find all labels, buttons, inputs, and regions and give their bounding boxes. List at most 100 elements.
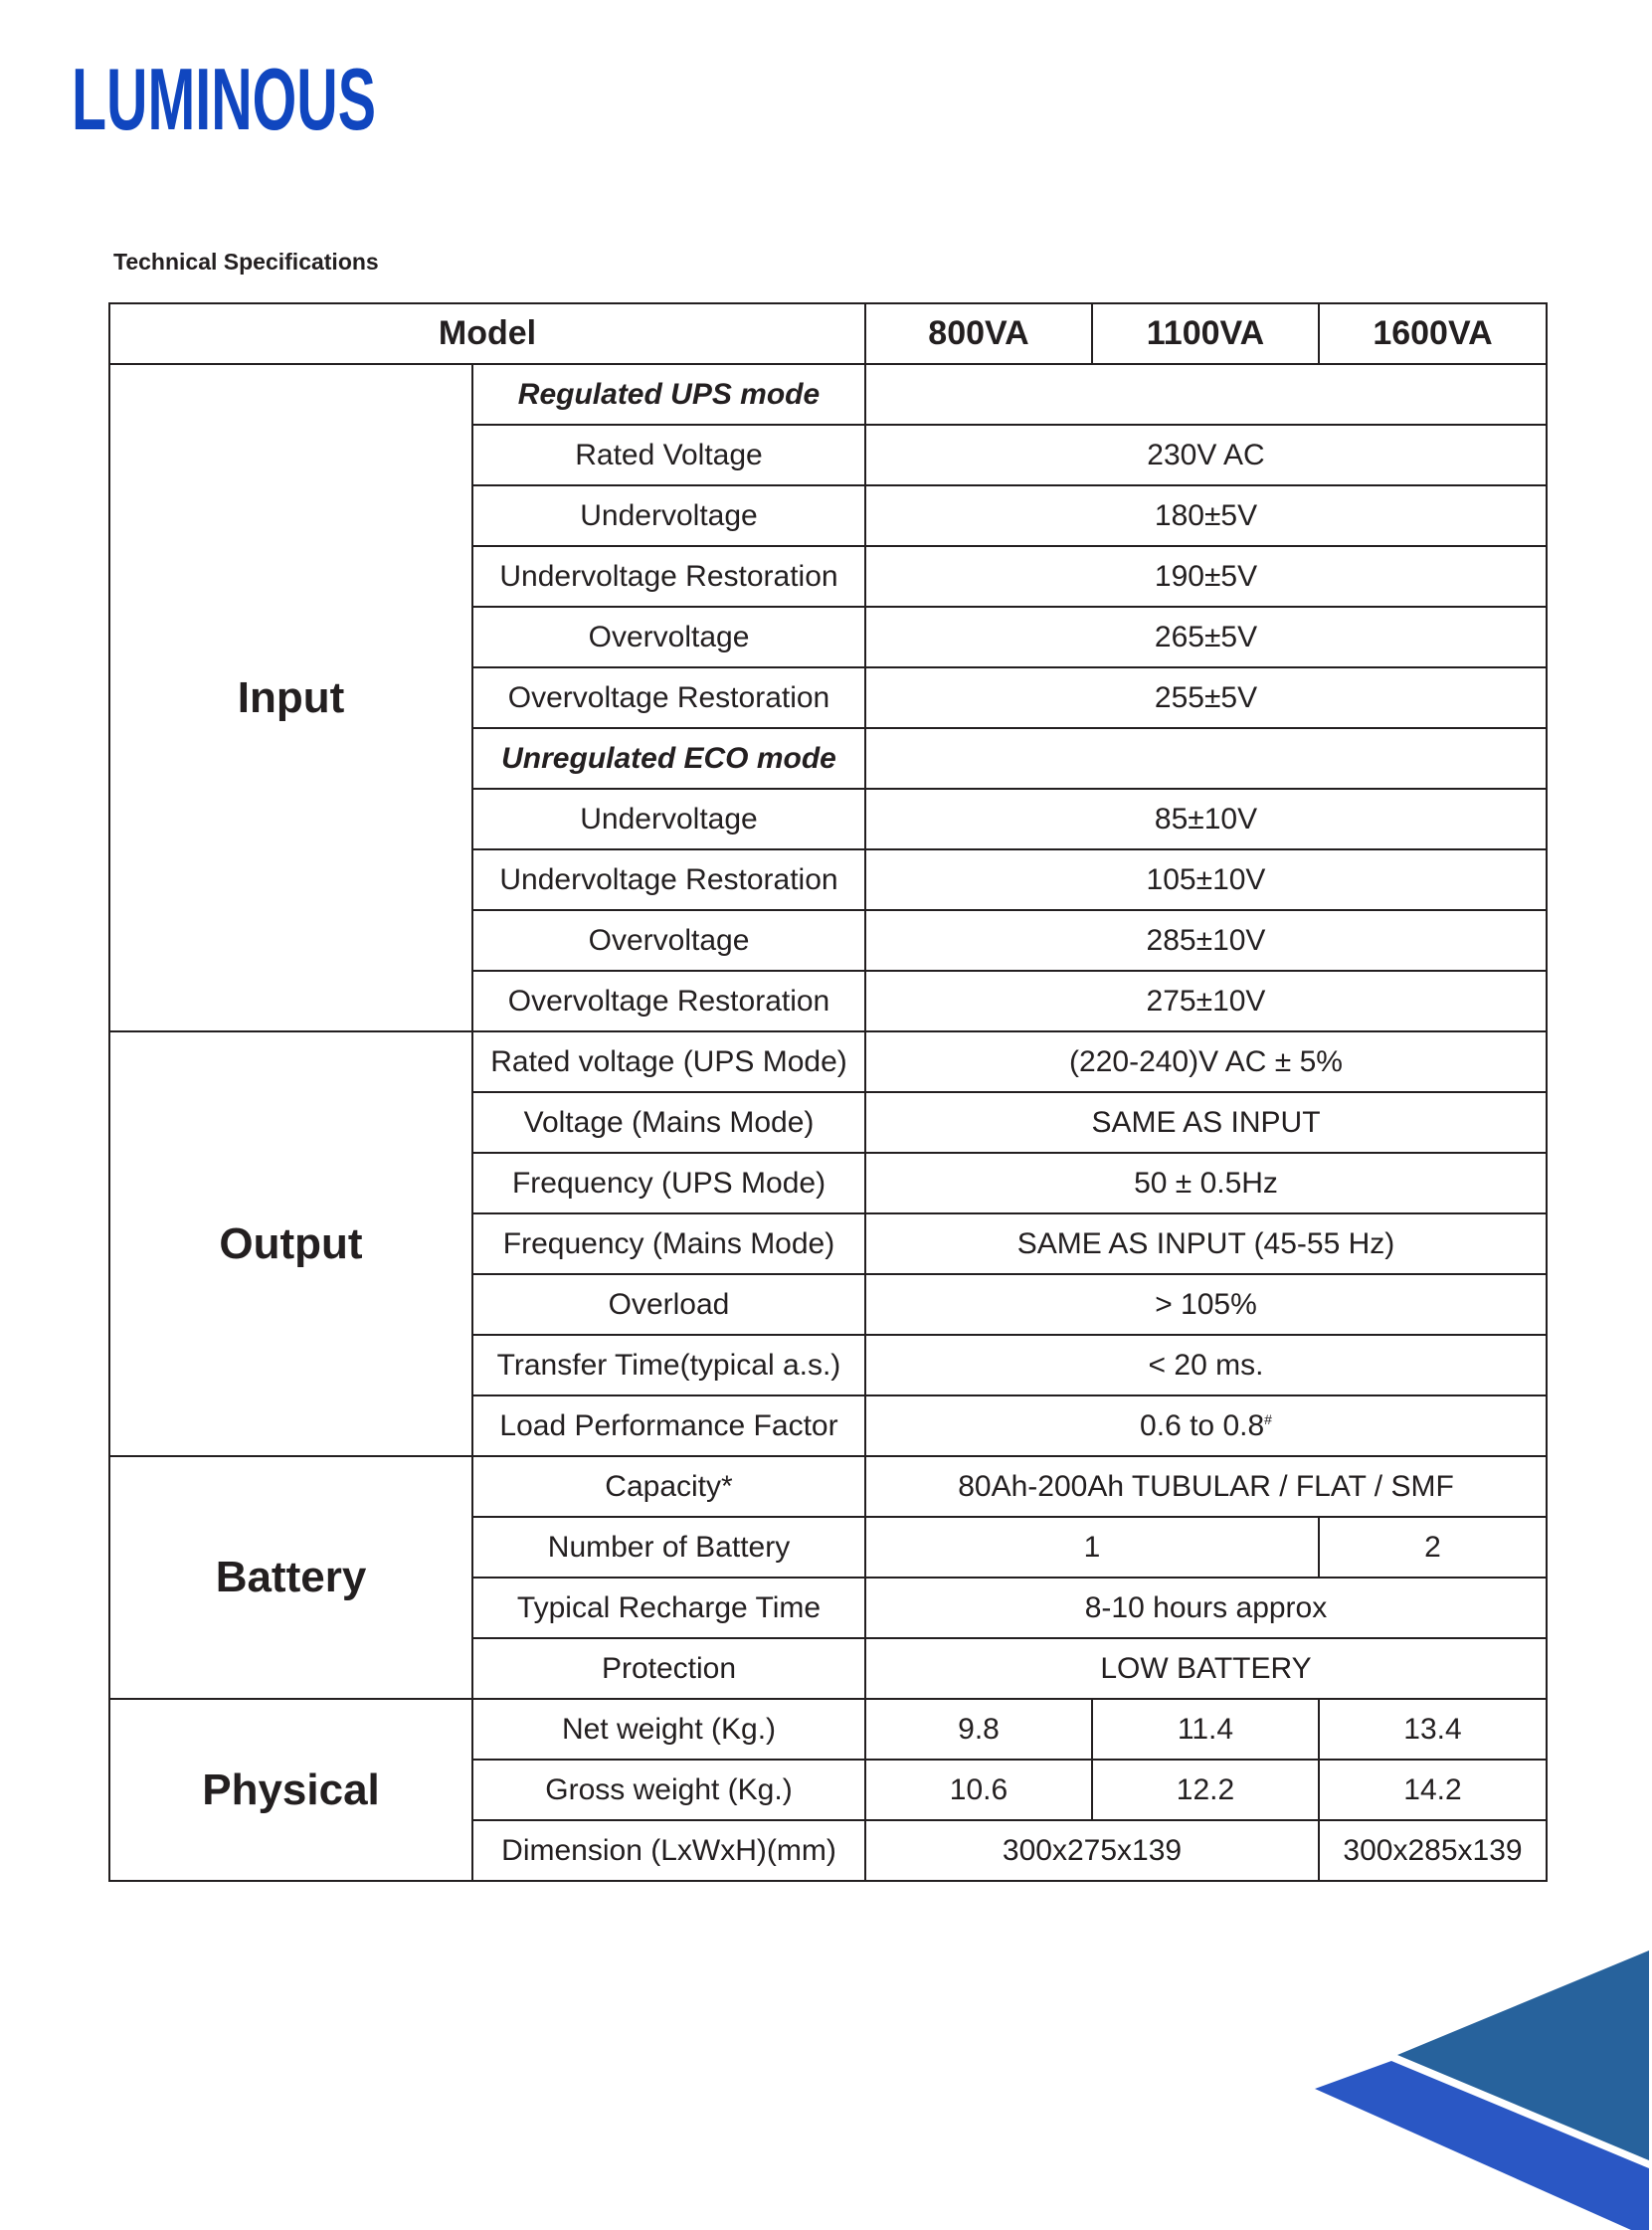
spec-value: LOW BATTERY bbox=[864, 1637, 1548, 1700]
table-row: Protection LOW BATTERY bbox=[109, 1637, 1548, 1700]
spec-value-text: 2 bbox=[1424, 1530, 1441, 1564]
spec-value: 180±5V bbox=[864, 484, 1548, 547]
table-row: Overvoltage 265±5V bbox=[109, 606, 1548, 668]
section-physical: Physical bbox=[108, 1698, 473, 1882]
table-row: Battery Capacity* 80Ah-200Ah TUBULAR / FLA… bbox=[108, 1455, 1548, 1700]
dark-triangle bbox=[1397, 1951, 1649, 2160]
spec-value: 10.6 bbox=[864, 1759, 1093, 1821]
blue-stripe bbox=[1315, 2061, 1649, 2230]
spec-value-text: 275±10V bbox=[1146, 984, 1266, 1018]
spec-label: Undervoltage Restoration bbox=[471, 545, 866, 608]
spec-value: 9.8 bbox=[864, 1698, 1093, 1761]
spec-value: 14.2 bbox=[1318, 1759, 1548, 1821]
spec-value: SAME AS INPUT (45-55 Hz) bbox=[864, 1212, 1548, 1275]
spec-value-text: 80Ah-200Ah TUBULAR / FLAT / SMF bbox=[958, 1469, 1454, 1503]
spec-label: Load Performance Factor bbox=[471, 1394, 866, 1457]
spec-label: Gross weight (Kg.) bbox=[471, 1759, 866, 1821]
table-row: Load Performance Factor 0.6 to 0.8# bbox=[109, 1394, 1548, 1457]
spec-value: 50 ± 0.5Hz bbox=[864, 1152, 1548, 1214]
spec-label: Rated Voltage bbox=[471, 424, 866, 486]
spec-value-text: 105±10V bbox=[1146, 862, 1266, 896]
table-row: Voltage (Mains Mode) SAME AS INPUT bbox=[109, 1091, 1548, 1154]
spec-value: 265±5V bbox=[864, 606, 1548, 668]
section-output: Output bbox=[108, 1030, 473, 1457]
spec-table: Model 800VA 1100VA 1600VA Input Regulated… bbox=[108, 302, 1548, 1882]
spec-value-text: 85±10V bbox=[1154, 802, 1258, 836]
spec-value-text: 190±5V bbox=[1154, 559, 1258, 593]
table-row: Rated Voltage 230V AC bbox=[109, 424, 1548, 486]
spec-value-text: LOW BATTERY bbox=[1100, 1651, 1312, 1685]
spec-label: Number of Battery bbox=[471, 1516, 866, 1579]
spec-label: Voltage (Mains Mode) bbox=[471, 1091, 866, 1154]
spec-value-text: 50 ± 0.5Hz bbox=[1134, 1166, 1278, 1200]
spec-value: 275±10V bbox=[864, 970, 1548, 1032]
spec-value-text: 14.2 bbox=[1403, 1772, 1462, 1806]
spec-label: Net weight (Kg.) bbox=[471, 1698, 866, 1761]
spec-value: 300x275x139 bbox=[864, 1819, 1320, 1882]
luminous-logo: LUMINOUS bbox=[72, 58, 376, 137]
table-row: Transfer Time(typical a.s.) < 20 ms. bbox=[109, 1334, 1548, 1396]
spec-value-text: 300x285x139 bbox=[1343, 1833, 1523, 1867]
table-row: Overload > 105% bbox=[109, 1273, 1548, 1336]
spec-value-text: 8-10 hours approx bbox=[1084, 1590, 1328, 1624]
spec-value-text: 265±5V bbox=[1154, 620, 1258, 653]
section-battery: Battery bbox=[108, 1455, 473, 1700]
spec-value: 300x285x139 bbox=[1318, 1819, 1548, 1882]
spec-label: Rated voltage (UPS Mode) bbox=[471, 1030, 866, 1093]
table-row: Overvoltage 285±10V bbox=[109, 909, 1548, 972]
spec-label: Overload bbox=[471, 1273, 866, 1336]
spec-value-text: 1 bbox=[1083, 1530, 1101, 1564]
spec-label: Protection bbox=[471, 1637, 866, 1700]
spec-value: 85±10V bbox=[864, 788, 1548, 850]
table-row: Unregulated ECO mode bbox=[109, 727, 1548, 790]
spec-value-text: > 105% bbox=[1155, 1287, 1257, 1321]
spec-value-text: SAME AS INPUT (45-55 Hz) bbox=[1016, 1226, 1395, 1260]
spec-value-text: 12.2 bbox=[1176, 1772, 1235, 1806]
model-1100va: 1100VA bbox=[1091, 302, 1320, 365]
table-row: Output Rated voltage (UPS Mode) (220-240)V… bbox=[108, 1030, 1548, 1457]
table-row: Frequency (UPS Mode) 50 ± 0.5Hz bbox=[109, 1152, 1548, 1214]
spec-label: Dimension (LxWxH)(mm) bbox=[471, 1819, 866, 1882]
table-row: Gross weight (Kg.) 10.6 12.2 14.2 bbox=[109, 1759, 1548, 1821]
spec-value: (220-240)V AC ± 5% bbox=[864, 1030, 1548, 1093]
spec-value-text: 13.4 bbox=[1403, 1712, 1462, 1746]
table-row: Undervoltage Restoration 190±5V bbox=[109, 545, 1548, 608]
header-row: Model 800VA 1100VA 1600VA bbox=[108, 302, 1548, 365]
model-800va: 800VA bbox=[864, 302, 1093, 365]
model-header: Model bbox=[108, 302, 866, 365]
spec-value: 80Ah-200Ah TUBULAR / FLAT / SMF bbox=[864, 1455, 1548, 1518]
spec-value bbox=[864, 363, 1548, 426]
spec-value-text: < 20 ms. bbox=[1148, 1348, 1264, 1382]
spec-label: Overvoltage Restoration bbox=[471, 666, 866, 729]
spec-label: Undervoltage bbox=[471, 484, 866, 547]
spec-value: 285±10V bbox=[864, 909, 1548, 972]
spec-value-text: 9.8 bbox=[958, 1712, 1000, 1746]
table-row: Typical Recharge Time 8-10 hours approx bbox=[109, 1577, 1548, 1639]
spec-label: Frequency (Mains Mode) bbox=[471, 1212, 866, 1275]
table-row: Undervoltage 85±10V bbox=[109, 788, 1548, 850]
spec-value: 2 bbox=[1318, 1516, 1548, 1579]
spec-value-text: 180±5V bbox=[1154, 498, 1258, 532]
spec-value-text: 285±10V bbox=[1146, 923, 1266, 957]
spec-label: Typical Recharge Time bbox=[471, 1577, 866, 1639]
spec-value: 1 bbox=[864, 1516, 1320, 1579]
spec-label: Frequency (UPS Mode) bbox=[471, 1152, 866, 1214]
spec-value: 105±10V bbox=[864, 848, 1548, 911]
table-row: Input Regulated UPS mode bbox=[108, 363, 1548, 1032]
mode-subheader: Unregulated ECO mode bbox=[471, 727, 866, 790]
spec-label: Capacity* bbox=[471, 1455, 866, 1518]
spec-value-text: 10.6 bbox=[949, 1772, 1009, 1806]
table-row: Number of Battery 1 2 bbox=[109, 1516, 1548, 1579]
table-row: Undervoltage Restoration 105±10V bbox=[109, 848, 1548, 911]
table-row: Physical Net weight (Kg.) 9.8 11.4 13.4 bbox=[108, 1698, 1548, 1882]
spec-label: Undervoltage Restoration bbox=[471, 848, 866, 911]
spec-label: Undervoltage bbox=[471, 788, 866, 850]
spec-value: 11.4 bbox=[1091, 1698, 1320, 1761]
table-row: Dimension (LxWxH)(mm) 300x275x139 300x285x… bbox=[109, 1819, 1548, 1882]
spec-label: Overvoltage Restoration bbox=[471, 970, 866, 1032]
spec-value-text: 300x275x139 bbox=[1002, 1833, 1183, 1867]
table-row: Overvoltage Restoration 255±5V bbox=[109, 666, 1548, 729]
spec-value: 12.2 bbox=[1091, 1759, 1320, 1821]
spec-value: 13.4 bbox=[1318, 1698, 1548, 1761]
